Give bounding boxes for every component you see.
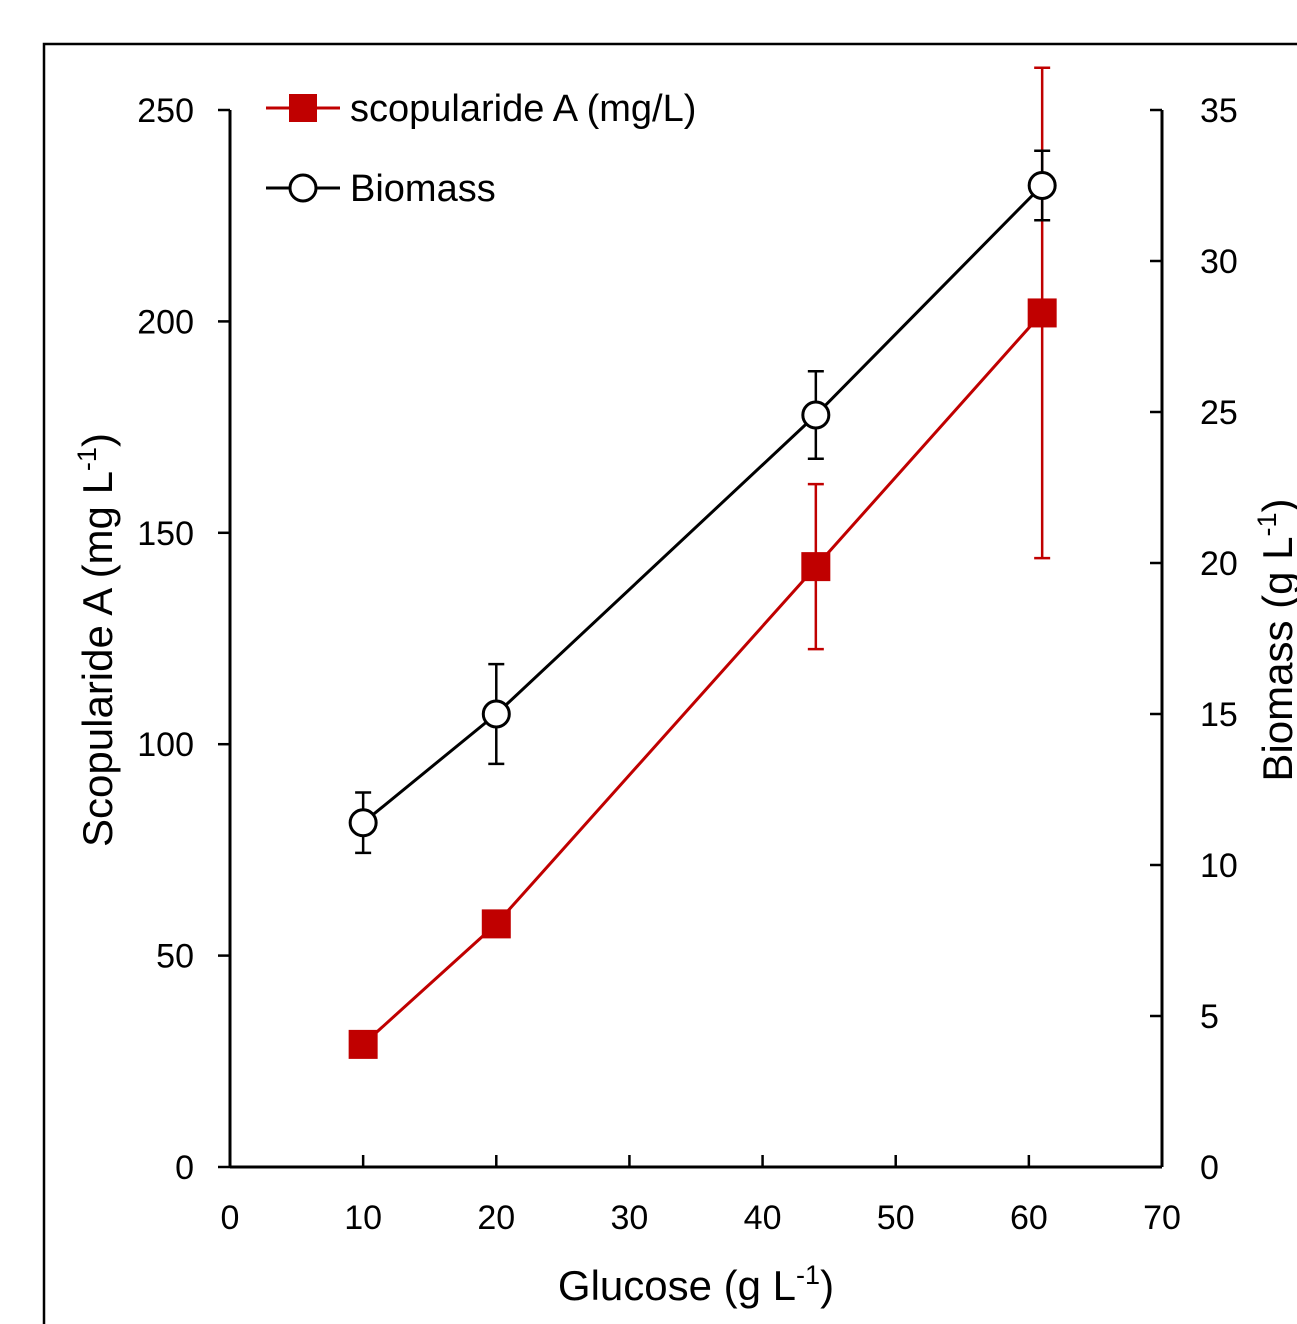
y-tick-label-right: 35 — [1200, 92, 1238, 130]
y-tick-label-left: 150 — [137, 515, 194, 553]
data-point — [481, 909, 511, 939]
data-point — [481, 699, 511, 729]
y-tick-label-right: 10 — [1200, 847, 1238, 885]
y-tick-label-left: 0 — [175, 1149, 194, 1187]
y-tick-label-left: 100 — [137, 726, 194, 764]
data-point — [801, 552, 831, 582]
data-point — [801, 400, 831, 430]
legend-label: Biomass — [350, 168, 496, 210]
data-point — [348, 1029, 378, 1059]
y-tick-label-right: 0 — [1200, 1149, 1219, 1187]
x-tick-label: 60 — [1010, 1199, 1048, 1237]
y-tick-label-right: 25 — [1200, 394, 1238, 432]
legend-item: Biomass — [266, 168, 496, 210]
legend: scopularide A (mg/L) Biomass — [266, 88, 696, 210]
y-tick-label-right: 5 — [1200, 998, 1219, 1036]
x-tick-label: 0 — [221, 1199, 240, 1237]
series-scopularide — [348, 66, 1057, 1059]
y-tick-label-right: 15 — [1200, 696, 1238, 734]
y-tick-label-left: 50 — [156, 938, 194, 976]
series-line — [362, 311, 1044, 1046]
x-axis-title: Glucose (g L-1) — [558, 1260, 834, 1309]
legend-label: scopularide A (mg/L) — [350, 88, 696, 130]
legend-marker — [289, 94, 317, 122]
legend-item: scopularide A (mg/L) — [266, 88, 696, 130]
series-biomass — [348, 149, 1057, 855]
legend-marker — [288, 173, 318, 203]
data-point — [1027, 298, 1057, 328]
y-axis-title-right: Biomass (g L-1) — [1252, 498, 1297, 781]
y-tick-label-left: 250 — [137, 92, 194, 130]
x-tick-label: 40 — [744, 1199, 782, 1237]
plot-area: 0 10 20 30 40 50 60 70 0 50 100 150 200 250 0 5 10 15 20 25… — [72, 66, 1297, 1309]
y-tick-label-right: 20 — [1200, 545, 1238, 583]
series-line — [362, 184, 1044, 824]
x-tick-label: 10 — [344, 1199, 382, 1237]
x-tick-label: 20 — [477, 1199, 515, 1237]
x-tick-label: 70 — [1143, 1199, 1181, 1237]
y-tick-label-right: 30 — [1200, 243, 1238, 281]
data-point — [348, 808, 378, 838]
chart-frame — [42, 42, 1297, 1324]
y-axis-title-left: Scopularide A (mg L-1) — [72, 433, 121, 847]
data-point — [1027, 171, 1057, 200]
x-tick-label: 30 — [611, 1199, 649, 1237]
y-tick-label-left: 200 — [137, 303, 194, 341]
x-tick-label: 50 — [877, 1199, 915, 1237]
